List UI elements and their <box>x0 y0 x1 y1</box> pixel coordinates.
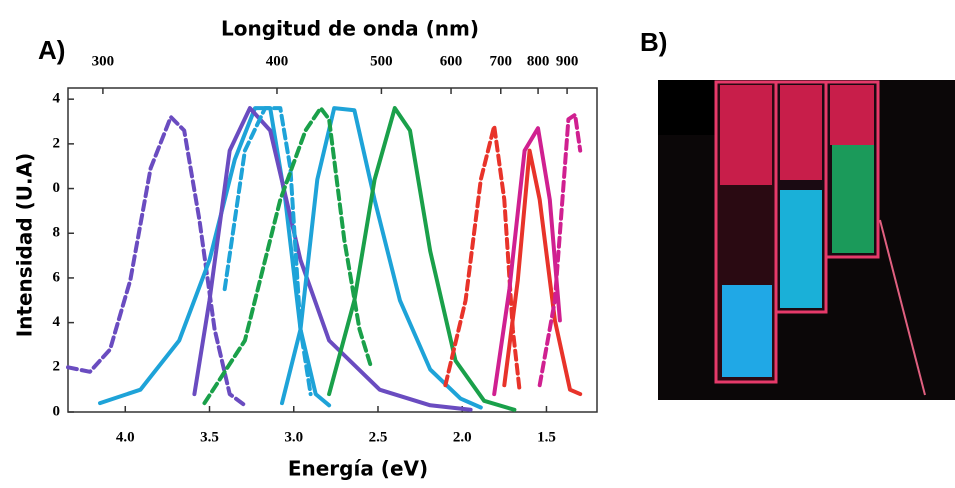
x-tick-label: 1.5 <box>537 429 556 445</box>
series-line <box>192 106 473 412</box>
y-tick-label: 2 <box>53 359 61 375</box>
top-tick-label: 800 <box>527 53 550 69</box>
series-line <box>537 112 583 388</box>
y-axis-title: Intensidad (U.A) <box>13 153 37 338</box>
x-tick-label: 2.0 <box>453 429 472 445</box>
x-axis-title: Energía (eV) <box>288 457 428 481</box>
top-tick-label: 300 <box>92 53 115 69</box>
y-tick-label: 2 <box>53 135 61 151</box>
top-tick-label: 600 <box>440 53 463 69</box>
top-tick-label: 900 <box>556 53 579 69</box>
top-axis-title: Longitud de onda (nm) <box>221 17 479 41</box>
x-tick-label: 2.5 <box>369 429 388 445</box>
y-tick-label: 8 <box>53 225 61 241</box>
y-tick-label: 4 <box>53 91 61 107</box>
x-tick-label: 3.0 <box>284 429 303 445</box>
panel-label: A) <box>38 35 65 65</box>
panel-label: B) <box>640 27 667 57</box>
photo <box>658 80 955 400</box>
x-tick-label: 3.5 <box>200 429 219 445</box>
y-tick-label: 0 <box>53 180 61 196</box>
top-tick-label: 700 <box>490 53 513 69</box>
series-line <box>66 115 247 408</box>
y-tick-label: 6 <box>53 269 61 285</box>
x-tick-label: 4.0 <box>116 429 135 445</box>
series-line <box>327 106 517 412</box>
plot-frame <box>67 87 598 413</box>
y-tick-label: 0 <box>53 403 61 419</box>
series-line <box>492 126 562 397</box>
series-line <box>98 106 332 408</box>
top-tick-label: 400 <box>266 53 289 69</box>
series-line <box>502 148 583 397</box>
top-tick-label: 500 <box>370 53 393 69</box>
y-tick-label: 4 <box>53 314 61 330</box>
